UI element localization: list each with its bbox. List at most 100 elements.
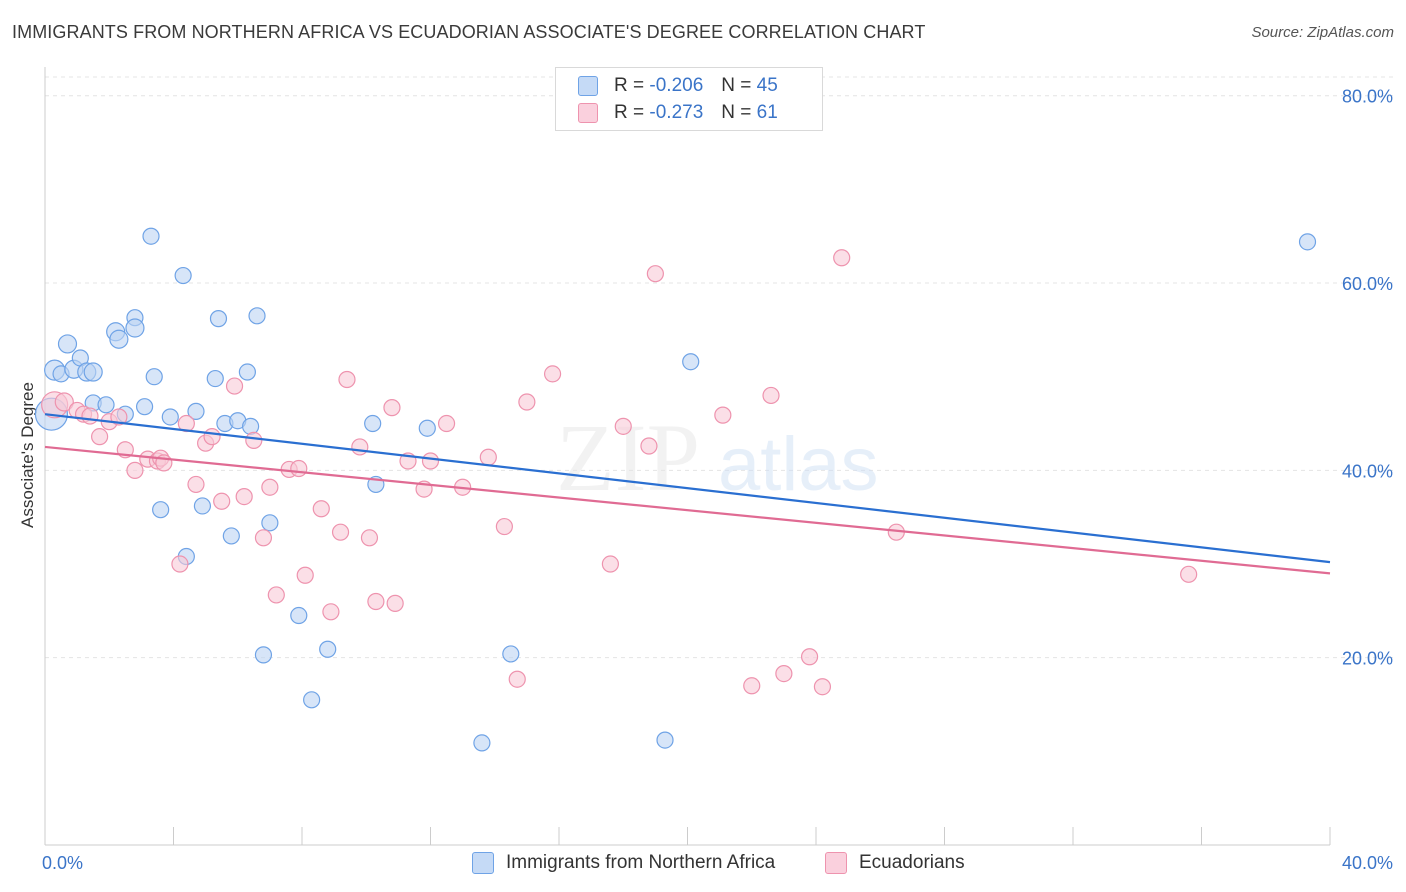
- data-point-immigrants: [209, 310, 228, 328]
- series-legend: Immigrants from Northern Africa Ecuadori…: [0, 852, 1406, 878]
- data-point-ecuadorians: [495, 517, 513, 536]
- data-point-immigrants: [174, 266, 192, 285]
- data-point-ecuadorians: [331, 523, 350, 541]
- data-point-ecuadorians: [254, 529, 273, 547]
- data-point-ecuadorians: [508, 670, 526, 688]
- axes: [44, 67, 1331, 846]
- data-point-ecuadorians: [296, 566, 314, 584]
- y-tick-label: 80.0%: [1342, 87, 1393, 107]
- legend-label-immigrants: Immigrants from Northern Africa: [506, 852, 776, 873]
- data-point-ecuadorians: [421, 452, 440, 470]
- data-point-ecuadorians: [360, 529, 379, 547]
- data-point-ecuadorians: [81, 407, 99, 425]
- data-point-immigrants: [303, 691, 321, 709]
- tick-labels: 20.0% 40.0% 60.0% 80.0% 0.0% 40.0%: [42, 87, 1393, 873]
- data-point-ecuadorians: [714, 406, 732, 424]
- y-tick-label: 40.0%: [1342, 461, 1393, 481]
- trend-line-immigrants: [44, 413, 1331, 564]
- legend-row-pink: R = -0.273 N = 61: [578, 102, 778, 124]
- data-point-ecuadorians: [203, 428, 221, 446]
- data-point-ecuadorians: [110, 408, 128, 426]
- r-value-pink: -0.273: [649, 102, 704, 123]
- data-point-ecuadorians: [383, 399, 401, 417]
- data-point-immigrants: [193, 497, 212, 515]
- data-point-ecuadorians: [91, 428, 109, 446]
- y-tick-label: 60.0%: [1342, 274, 1393, 294]
- data-point-ecuadorians: [312, 500, 330, 518]
- data-point-ecuadorians: [187, 475, 205, 494]
- watermark: ZIP atlas: [556, 404, 879, 511]
- data-point-immigrants: [502, 645, 520, 663]
- legend-item-immigrants: Immigrants from Northern Africa: [472, 852, 775, 874]
- data-point-immigrants: [238, 363, 256, 381]
- data-point-immigrants: [290, 606, 308, 625]
- data-point-ecuadorians: [386, 594, 404, 612]
- source-credit: Source: ZipAtlas.com: [1251, 24, 1394, 41]
- data-point-immigrants: [364, 414, 382, 433]
- data-point-ecuadorians: [614, 417, 632, 435]
- data-point-ecuadorians: [1180, 565, 1198, 583]
- n-label: N =: [721, 102, 752, 123]
- data-points: [34, 227, 1317, 752]
- data-point-immigrants: [161, 408, 179, 426]
- data-point-immigrants: [254, 646, 273, 664]
- data-point-immigrants: [152, 501, 170, 519]
- data-point-immigrants: [1298, 233, 1317, 251]
- data-point-ecuadorians: [267, 586, 285, 604]
- data-point-immigrants: [97, 396, 115, 414]
- data-point-ecuadorians: [646, 265, 664, 283]
- r-value-blue: -0.206: [649, 75, 704, 96]
- data-point-ecuadorians: [213, 492, 231, 510]
- r-label: R =: [614, 75, 645, 96]
- data-point-immigrants: [473, 734, 491, 752]
- data-point-ecuadorians: [775, 665, 793, 683]
- data-point-ecuadorians: [518, 393, 536, 411]
- data-point-ecuadorians: [762, 386, 780, 405]
- n-value-blue: 45: [756, 75, 778, 96]
- data-point-ecuadorians: [235, 487, 253, 506]
- data-point-immigrants: [418, 419, 436, 437]
- data-point-immigrants: [135, 398, 154, 416]
- data-point-immigrants: [319, 640, 337, 658]
- data-point-immigrants: [222, 527, 240, 545]
- legend-swatch-pink: [578, 103, 598, 123]
- y-tick-label: 20.0%: [1342, 649, 1393, 669]
- data-point-ecuadorians: [479, 448, 497, 466]
- data-point-ecuadorians: [800, 648, 819, 666]
- r-label: R =: [614, 102, 645, 123]
- watermark-atlas: atlas: [718, 422, 879, 507]
- data-point-ecuadorians: [351, 438, 369, 456]
- data-point-immigrants: [109, 329, 129, 349]
- data-point-immigrants: [656, 731, 674, 749]
- data-point-ecuadorians: [245, 431, 263, 449]
- data-point-immigrants: [682, 353, 700, 371]
- data-point-ecuadorians: [338, 370, 356, 389]
- legend-item-ecuadorians: Ecuadorians: [825, 852, 965, 874]
- data-point-immigrants: [125, 318, 145, 338]
- x-tick-label: 40.0%: [1342, 853, 1393, 873]
- data-point-immigrants: [187, 402, 205, 420]
- data-point-ecuadorians: [601, 555, 620, 573]
- data-point-immigrants: [145, 368, 163, 386]
- legend-label-ecuadorians: Ecuadorians: [859, 852, 965, 873]
- data-point-immigrants: [261, 514, 279, 532]
- data-point-ecuadorians: [833, 249, 851, 267]
- x-tick-label: 0.0%: [42, 853, 83, 873]
- data-point-ecuadorians: [171, 555, 189, 573]
- correlation-legend: R = -0.206 N = 45 R = -0.273 N = 61: [555, 67, 823, 131]
- chart-title: IMMIGRANTS FROM NORTHERN AFRICA VS ECUAD…: [12, 22, 926, 42]
- legend-swatch-ecuadorians: [825, 852, 847, 874]
- data-point-immigrants: [206, 369, 224, 388]
- trend-line-ecuadorians: [44, 445, 1331, 575]
- data-point-ecuadorians: [437, 414, 456, 433]
- data-point-ecuadorians: [322, 603, 340, 621]
- trend-lines: [44, 413, 1331, 575]
- legend-row-blue: R = -0.206 N = 45: [578, 75, 778, 97]
- data-point-ecuadorians: [225, 377, 244, 395]
- data-point-immigrants: [242, 417, 260, 435]
- data-point-immigrants: [248, 307, 266, 325]
- n-label: N =: [721, 75, 752, 96]
- data-point-ecuadorians: [54, 392, 74, 412]
- n-value-pink: 61: [756, 102, 778, 123]
